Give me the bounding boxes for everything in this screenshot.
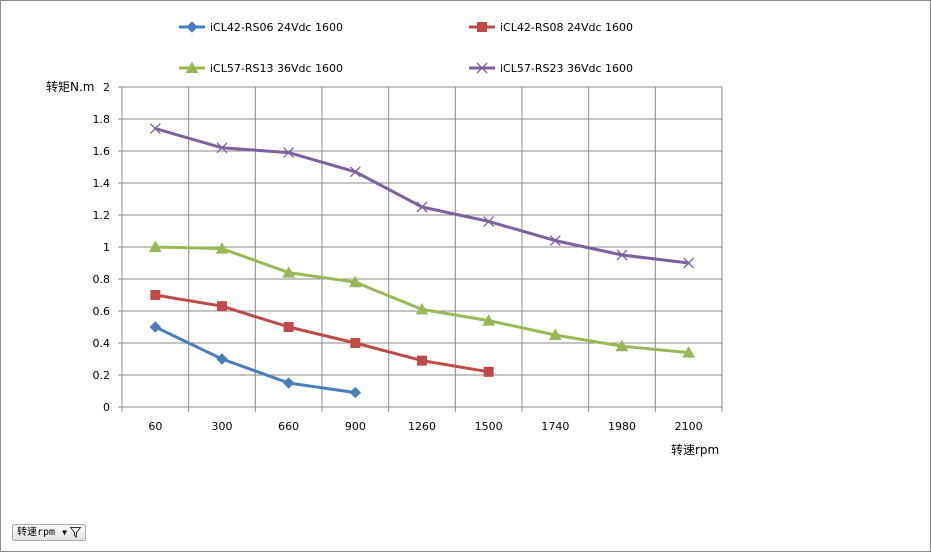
y-tick-label: 0.6: [93, 305, 111, 318]
y-tick-label: 2: [103, 81, 110, 94]
series-line: [153, 325, 357, 395]
data-point-square: [350, 338, 361, 348]
series-line: [153, 245, 691, 355]
data-point-triangle: [148, 240, 162, 252]
y-tick-label: 1: [103, 241, 110, 254]
legend-label: iCL42-RS08 24Vdc 1600: [500, 21, 633, 34]
data-point-diamond: [282, 377, 295, 389]
filter-label: 转速rpm: [17, 527, 56, 538]
data-point-triangle: [615, 339, 629, 352]
y-axis-ticks: 0 0.2 0.4 0.6 0.8 1 1.2 1.4 1.6 1.8 2: [93, 81, 111, 414]
data-point-diamond: [186, 21, 198, 33]
series-3: [148, 240, 696, 358]
series-group: [148, 123, 696, 399]
data-point-x: [549, 235, 561, 247]
data-point-triangle: [282, 266, 296, 278]
data-point-diamond: [149, 321, 162, 333]
data-point-x: [216, 142, 228, 154]
data-point-triangle: [482, 314, 496, 326]
data-point-square: [283, 322, 294, 332]
series-line: [153, 127, 691, 265]
series-2: [150, 290, 494, 377]
y-tick-label: 0.2: [93, 369, 111, 382]
x-axis-title: 转速rpm: [671, 442, 719, 457]
data-point-x: [616, 249, 628, 261]
y-tick-label: 0: [103, 401, 110, 414]
data-point-square: [483, 366, 494, 377]
data-point-x: [283, 147, 295, 159]
legend-label: iCL57-RS13 36Vdc 1600: [210, 62, 343, 75]
y-tick-label: 1.4: [93, 177, 111, 190]
data-point-diamond: [216, 353, 228, 365]
data-point-diamond: [349, 386, 362, 399]
data-point-triangle: [548, 328, 562, 340]
data-point-square: [150, 290, 161, 300]
data-point-x: [149, 123, 161, 135]
x-axis-ticks: 60 300 660 900 1260 1500 1740 1980 2100: [148, 420, 702, 433]
legend-item-4: iCL57-RS23 36Vdc 1600: [469, 62, 633, 75]
y-tick-label: 0.4: [93, 337, 111, 350]
x-tick-label: 1980: [608, 420, 636, 433]
axis-field-filter-button[interactable]: 转速rpm ▼: [12, 524, 86, 541]
data-point-x: [476, 62, 488, 74]
legend-label: iCL57-RS23 36Vdc 1600: [500, 62, 633, 75]
chevron-down-icon: ▼: [62, 528, 67, 537]
series-4: [149, 123, 695, 269]
x-tick-label: 900: [345, 420, 366, 433]
funnel-icon: [69, 527, 81, 538]
x-tick-label: 1740: [541, 420, 569, 433]
data-point-triangle: [415, 302, 429, 315]
legend-item-2: iCL42-RS08 24Vdc 1600: [469, 21, 633, 34]
x-tick-label: 660: [278, 420, 299, 433]
x-tick-label: 1500: [475, 420, 503, 433]
x-tick-label: 300: [212, 420, 233, 433]
legend: iCL42-RS06 24Vdc 1600 iCL42-RS08 24Vdc 16…: [179, 21, 633, 75]
series-1: [149, 321, 362, 399]
data-point-x: [683, 257, 695, 269]
data-point-x: [349, 166, 361, 178]
data-point-square: [217, 301, 227, 312]
data-point-x: [416, 201, 428, 213]
data-point-square: [477, 22, 487, 32]
x-tick-label: 60: [148, 420, 162, 433]
data-point-triangle: [682, 346, 696, 358]
y-axis-title: 转矩N.m: [46, 79, 94, 94]
y-tick-label: 0.8: [93, 273, 111, 286]
data-point-triangle: [185, 61, 199, 73]
y-tick-label: 1.6: [93, 145, 111, 158]
x-tick-label: 2100: [675, 420, 703, 433]
data-point-triangle: [348, 275, 362, 288]
data-point-square: [417, 355, 427, 366]
legend-item-3: iCL57-RS13 36Vdc 1600: [179, 61, 343, 75]
y-tick-label: 1.2: [93, 209, 111, 222]
x-tick-label: 1260: [408, 420, 436, 433]
legend-item-1: iCL42-RS06 24Vdc 1600: [179, 21, 343, 34]
legend-label: iCL42-RS06 24Vdc 1600: [210, 21, 343, 34]
data-point-x: [483, 215, 495, 227]
series-line: [153, 293, 491, 374]
y-tick-label: 1.8: [93, 113, 111, 126]
data-point-triangle: [215, 242, 229, 254]
